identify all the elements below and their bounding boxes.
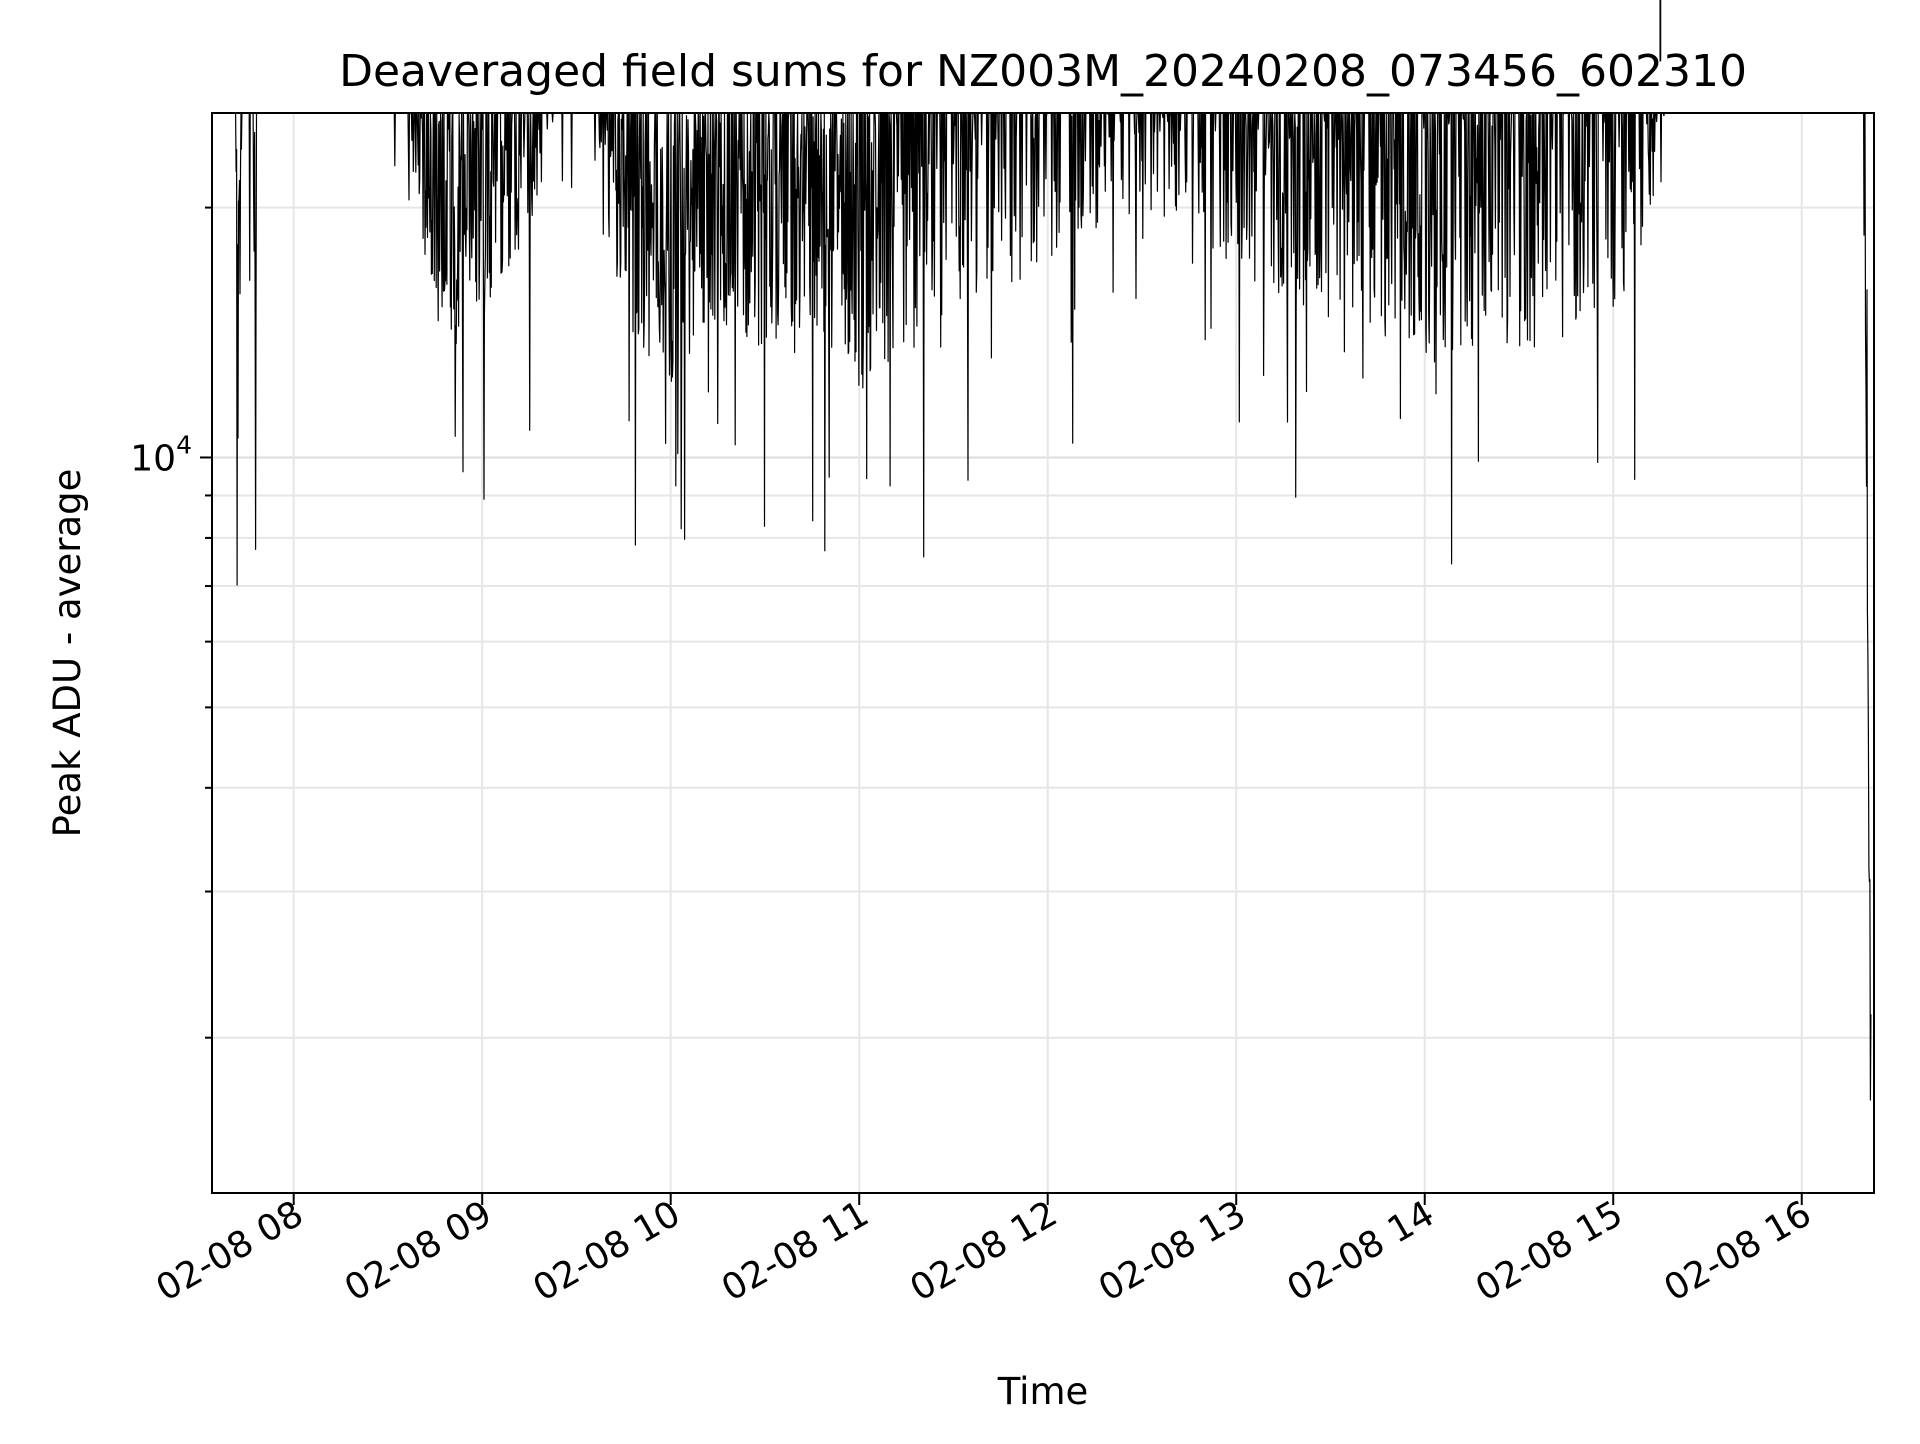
y-tick-label-exponent: 4 [176,430,192,459]
y-axis-label: Peak ADU - average [46,469,89,838]
y-tick-label-base: 10 [130,438,176,479]
y-tick-label: 104 [130,430,192,479]
chart-title: Deaveraged field sums for NZ003M_2024020… [339,46,1747,97]
x-axis-label: Time [997,1370,1089,1413]
plot-frame [211,112,1875,1194]
